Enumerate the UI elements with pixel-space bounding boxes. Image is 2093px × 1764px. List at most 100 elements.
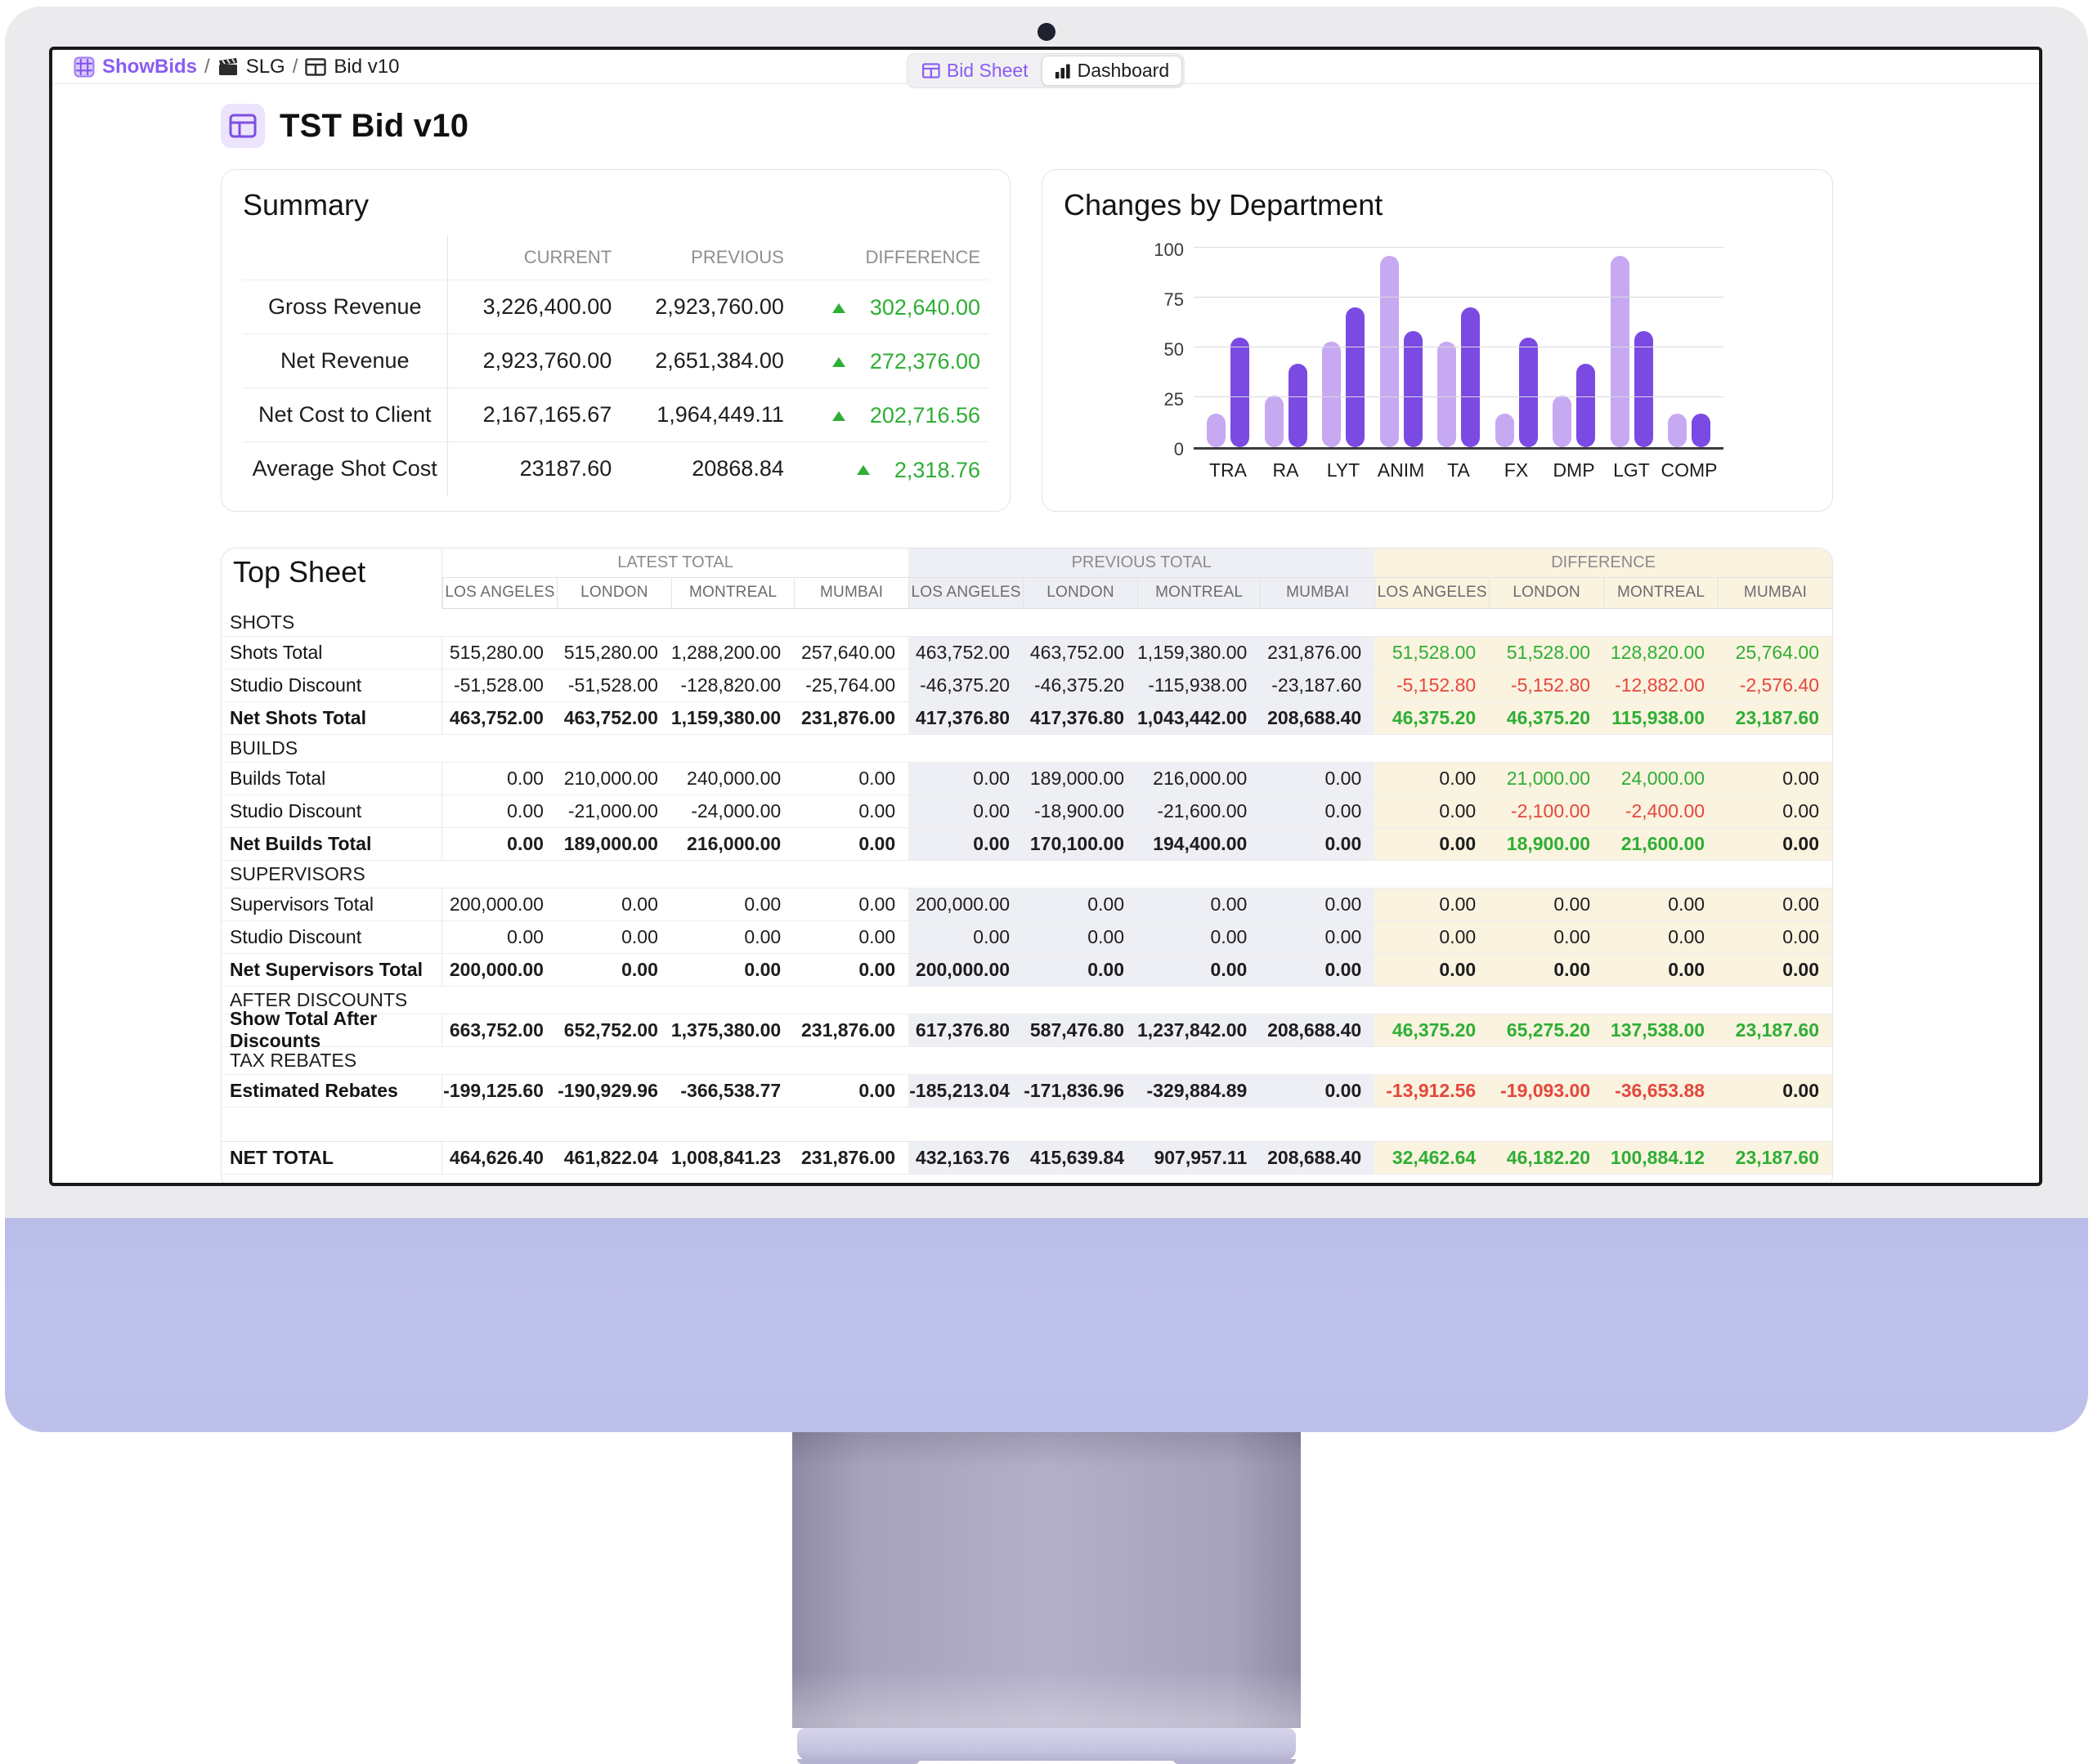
summary-title: Summary — [243, 188, 370, 222]
summary-row: Gross Revenue 3,226,400.00 2,923,760.00 302… — [243, 280, 988, 334]
bar-series1-lyt — [1322, 342, 1341, 447]
row-label: Net Builds Total — [222, 827, 442, 861]
tab-dashboard[interactable]: Dashboard — [1041, 56, 1183, 86]
breadcrumb-separator-2: / — [292, 55, 298, 78]
trend-up-icon — [831, 410, 845, 421]
difference-value: 137,538.00 — [1603, 1014, 1719, 1047]
difference-value: 0.00 — [1603, 888, 1719, 921]
city-header-mumbai: MUMBAI — [794, 577, 909, 609]
changes-chart-card: Changes by Department 0 25 50 75 100 TRA RA LY… — [1042, 169, 1833, 512]
section-row-tax-rebates: TAX REBATES — [222, 1047, 1832, 1075]
breadcrumb-project-link[interactable]: SLG — [245, 55, 285, 78]
previous-value: -329,884.89 — [1137, 1074, 1261, 1108]
bar-series2-comp — [1692, 414, 1710, 447]
previous-value: 617,376.80 — [908, 1014, 1024, 1047]
bar-series1-ta — [1437, 342, 1456, 447]
latest-value: 652,752.00 — [556, 1014, 671, 1047]
difference-value: 0.00 — [1603, 920, 1719, 954]
x-tick-label: FX — [1504, 459, 1529, 481]
imac-stand — [792, 1432, 1301, 1728]
breadcrumb-app-link[interactable]: ShowBids — [102, 55, 198, 78]
summary-diff-number: 2,318.76 — [894, 457, 980, 482]
group-header-difference: DIFFERENCE — [1374, 548, 1832, 578]
previous-value: 208,688.40 — [1260, 701, 1375, 735]
city-header-montreal: MONTREAL — [1137, 577, 1261, 609]
chart-plot-area — [1194, 246, 1723, 450]
bar-group-lyt — [1322, 307, 1365, 447]
summary-row-label: Average Shot Cost — [243, 441, 448, 496]
difference-value: 0.00 — [1718, 888, 1832, 921]
previous-value: 0.00 — [1260, 1074, 1375, 1108]
bar-series2-anim — [1403, 331, 1423, 447]
previous-value: 0.00 — [1260, 795, 1375, 828]
difference-value: -5,152.80 — [1489, 669, 1604, 702]
bar-chart-icon — [1055, 64, 1070, 78]
latest-value: 1,008,841.23 — [670, 1142, 795, 1175]
tab-bid-sheet[interactable]: Bid Sheet — [909, 56, 1042, 86]
difference-value: 25,764.00 — [1718, 636, 1832, 669]
previous-value: -21,600.00 — [1137, 795, 1261, 828]
section-row-shots: SHOTS — [222, 609, 1832, 637]
latest-value: 0.00 — [556, 921, 671, 954]
imac-stand-foot-right — [1173, 1759, 1296, 1764]
difference-value: 23,187.60 — [1718, 1014, 1832, 1047]
latest-value: 1,375,380.00 — [670, 1014, 795, 1047]
latest-value: -21,000.00 — [556, 795, 671, 828]
previous-value: 0.00 — [1137, 953, 1261, 987]
imac-chin — [5, 1218, 2088, 1432]
previous-value: 463,752.00 — [1023, 636, 1137, 669]
bar-series2-tra — [1230, 338, 1249, 447]
previous-value: 1,159,380.00 — [1137, 636, 1261, 669]
bar-group-anim — [1379, 256, 1423, 447]
previous-value: 0.00 — [908, 827, 1024, 861]
summary-previous-value: 2,923,760.00 — [655, 294, 784, 319]
imac-frame: ShowBids / SLG / Bid v10 Bid Sheet — [5, 7, 2088, 1432]
latest-value: 0.00 — [442, 921, 557, 954]
difference-value: 115,938.00 — [1603, 701, 1719, 735]
row-label: Net Shots Total — [222, 701, 442, 735]
latest-value: 515,280.00 — [442, 637, 557, 669]
x-tick-label: RA — [1272, 459, 1299, 481]
latest-value: 200,000.00 — [442, 954, 557, 987]
bar-series1-dmp — [1553, 396, 1571, 447]
bar-group-dmp — [1553, 364, 1595, 447]
difference-value: 51,528.00 — [1374, 636, 1490, 669]
latest-value: 0.00 — [670, 889, 795, 921]
previous-value: 189,000.00 — [1023, 762, 1137, 795]
difference-value: 0.00 — [1718, 795, 1832, 828]
summary-current-value: 2,923,760.00 — [482, 348, 612, 373]
row-label: Show Total After Discounts — [222, 1008, 442, 1051]
difference-value: 0.00 — [1718, 827, 1832, 861]
city-header-los-angeles: LOS ANGELES — [1374, 577, 1490, 609]
breadcrumb-page-link[interactable]: Bid v10 — [334, 55, 400, 78]
y-tick-label: 0 — [1173, 439, 1184, 459]
group-header-previous-total: PREVIOUS TOTAL — [908, 548, 1375, 578]
topsheet-table: Top Sheet LATEST TOTAL PREVIOUS TOTAL DIFFE… — [222, 548, 1832, 1175]
city-header-london: LONDON — [1023, 577, 1137, 609]
group-header-latest-total: LATEST TOTAL — [442, 548, 909, 578]
showbids-logo-icon[interactable] — [74, 56, 95, 78]
difference-value: 0.00 — [1603, 953, 1719, 987]
difference-value: 0.00 — [1718, 762, 1832, 795]
topsheet-title: Top Sheet — [222, 548, 442, 609]
summary-diff-wrap: 272,376.00 — [831, 349, 980, 374]
latest-value: 0.00 — [794, 1075, 909, 1108]
bar-group-lgt — [1610, 256, 1653, 447]
latest-value: 231,876.00 — [794, 1014, 909, 1047]
previous-value: 0.00 — [1023, 953, 1137, 987]
summary-row: Average Shot Cost 23187.60 20868.84 2,318.7… — [243, 441, 988, 496]
latest-value: -24,000.00 — [670, 795, 795, 828]
y-tick-label: 100 — [1154, 240, 1184, 260]
previous-value: -23,187.60 — [1260, 669, 1375, 702]
page-title: TST Bid v10 — [280, 107, 469, 144]
latest-value: -128,820.00 — [670, 669, 795, 702]
summary-diff-wrap: 202,716.56 — [831, 403, 980, 428]
x-tick-label: DMP — [1553, 459, 1595, 481]
bar-series1-ra — [1264, 396, 1284, 447]
previous-value: 0.00 — [1137, 888, 1261, 921]
bar-group-comp — [1668, 414, 1710, 447]
latest-value: 210,000.00 — [556, 763, 671, 795]
row-label: Builds Total — [222, 762, 442, 795]
difference-value: 0.00 — [1374, 920, 1490, 954]
previous-value: -46,375.20 — [908, 669, 1024, 702]
